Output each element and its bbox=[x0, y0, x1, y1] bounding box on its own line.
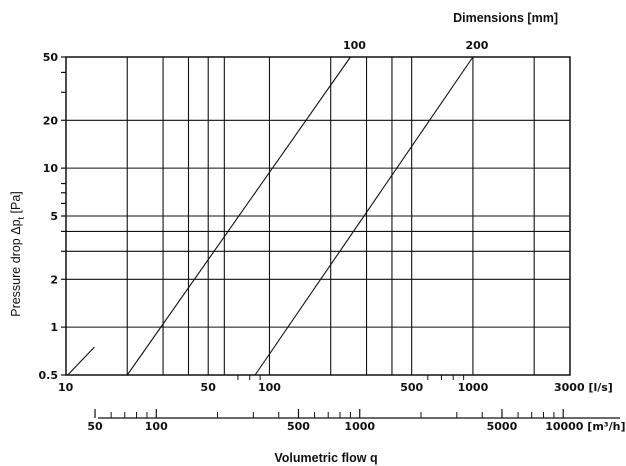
y-tick-label: 20 bbox=[43, 114, 59, 127]
y-tick-label: 50 bbox=[43, 51, 59, 64]
secondary-x-axis-ticks: 50 100 500 1000 5000 10000 [m³/h] bbox=[87, 409, 625, 433]
y-tick-label: 1 bbox=[50, 321, 58, 334]
y-tick-label: 0.5 bbox=[39, 369, 59, 382]
y-tick-label: 5 bbox=[50, 210, 58, 223]
x2-tick-label: 50 bbox=[87, 420, 103, 433]
y-axis-title: Pressure drop Δpt [Pa] bbox=[9, 191, 26, 317]
y-axis-title-unit: [Pa] bbox=[9, 191, 23, 213]
y-tick-label: 2 bbox=[50, 273, 58, 286]
x2-tick-label: 10000 [m³/h] bbox=[545, 420, 625, 433]
y-axis-title-subscript: t bbox=[16, 216, 26, 219]
x2-tick-label: 5000 bbox=[487, 420, 518, 433]
x-tick-label: 500 bbox=[400, 381, 423, 394]
x-tick-label: 3000 [l/s] bbox=[554, 381, 613, 394]
x-tick-label: 10 bbox=[58, 381, 74, 394]
chart-title: Dimensions [mm] bbox=[453, 11, 558, 25]
series-label-100: 100 bbox=[343, 39, 366, 52]
series-line-small bbox=[67, 346, 95, 376]
series-layer: 100 200 bbox=[67, 39, 489, 376]
x-axis-ticks: 10 50 100 500 1000 3000 [l/s] bbox=[58, 375, 613, 394]
series-line-200 bbox=[254, 56, 474, 376]
x2-tick-label: 1000 bbox=[344, 420, 375, 433]
y-axis-ticks: 0.5 1 2 5 10 20 50 bbox=[39, 51, 66, 382]
x2-tick-label: 500 bbox=[287, 420, 310, 433]
series-line-100 bbox=[126, 56, 351, 376]
y-axis-title-main: Pressure drop Δp bbox=[9, 219, 23, 316]
x-tick-label: 1000 bbox=[458, 381, 489, 394]
x-tick-label: 100 bbox=[258, 381, 281, 394]
x2-tick-label: 100 bbox=[145, 420, 168, 433]
x-axis-title: Volumetric flow q bbox=[274, 451, 377, 465]
grid bbox=[66, 57, 570, 375]
x-tick-label: 50 bbox=[201, 381, 217, 394]
series-label-200: 200 bbox=[465, 39, 488, 52]
y-tick-label: 10 bbox=[43, 162, 59, 175]
